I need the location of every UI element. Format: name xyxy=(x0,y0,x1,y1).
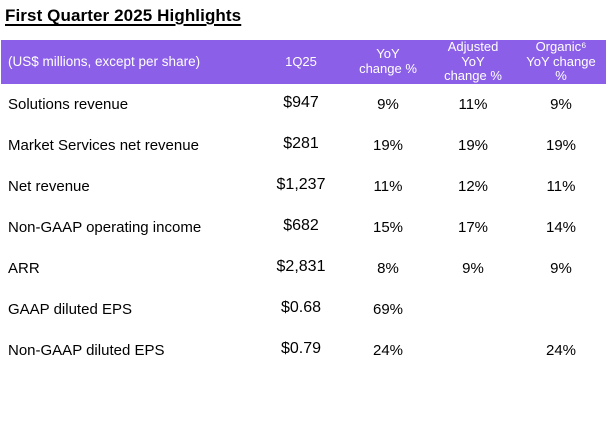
cell-organic-yoy: 9% xyxy=(550,260,572,277)
cell-adjusted-yoy: 19% xyxy=(457,137,489,154)
highlights-table: (US$ millions, except per share) 1Q25 Yo… xyxy=(1,39,606,371)
cell-yoy: 11% xyxy=(373,178,403,195)
cell-organic-yoy: 9% xyxy=(550,96,572,113)
row-label: Non-GAAP operating income xyxy=(8,219,202,236)
row-label: ARR xyxy=(8,260,40,277)
cell-1q25: $2,831 xyxy=(276,257,326,275)
cell-yoy: 8% xyxy=(377,260,399,277)
cell-1q25: $281 xyxy=(283,134,319,152)
cell-1q25: $947 xyxy=(283,93,319,111)
row-label: Non-GAAP diluted EPS xyxy=(8,342,165,359)
table-header-row: (US$ millions, except per share) 1Q25 Yo… xyxy=(1,39,606,84)
table-row: Net revenue $1,237 11% 12% 11% xyxy=(1,166,606,207)
cell-yoy: 69% xyxy=(372,301,404,318)
cell-adjusted-yoy: 9% xyxy=(462,260,484,277)
cell-organic-yoy: 11% xyxy=(546,178,576,195)
row-label: GAAP diluted EPS xyxy=(8,301,132,318)
cell-1q25: $1,237 xyxy=(276,175,326,193)
cell-organic-yoy: 14% xyxy=(545,219,577,236)
cell-adjusted-yoy: 11% xyxy=(458,96,488,113)
column-header-units: (US$ millions, except per share) xyxy=(8,54,201,70)
table-row: Market Services net revenue $281 19% 19%… xyxy=(1,125,606,166)
cell-organic-yoy: 19% xyxy=(545,137,577,154)
cell-1q25: $0.79 xyxy=(280,339,322,357)
cell-yoy: 15% xyxy=(372,219,404,236)
cell-1q25: $682 xyxy=(283,216,319,234)
column-header-organic-yoy: Organic⁶ YoY change % xyxy=(526,39,596,84)
row-label: Net revenue xyxy=(8,178,90,195)
cell-yoy: 24% xyxy=(372,342,404,359)
row-label: Market Services net revenue xyxy=(8,137,199,154)
table-row: ARR $2,831 8% 9% 9% xyxy=(1,248,606,289)
column-header-1q25: 1Q25 xyxy=(285,53,317,69)
cell-organic-yoy: 24% xyxy=(545,342,577,359)
row-label: Solutions revenue xyxy=(8,96,129,113)
cell-adjusted-yoy: 12% xyxy=(457,178,489,195)
cell-adjusted-yoy: 17% xyxy=(457,219,489,236)
table-row: Solutions revenue $947 9% 11% 9% xyxy=(1,84,606,125)
table-row: Non-GAAP diluted EPS $0.79 24% 24% xyxy=(1,330,606,371)
table-row: GAAP diluted EPS $0.68 69% xyxy=(1,289,606,330)
column-header-yoy: YoY change % xyxy=(359,46,417,76)
table-row: Non-GAAP operating income $682 15% 17% 1… xyxy=(1,207,606,248)
column-header-adjusted-yoy: Adjusted YoY change % xyxy=(444,39,502,84)
cell-yoy: 19% xyxy=(372,137,404,154)
page-title: First Quarter 2025 Highlights xyxy=(5,6,242,25)
cell-yoy: 9% xyxy=(377,96,399,113)
cell-1q25: $0.68 xyxy=(280,298,322,316)
